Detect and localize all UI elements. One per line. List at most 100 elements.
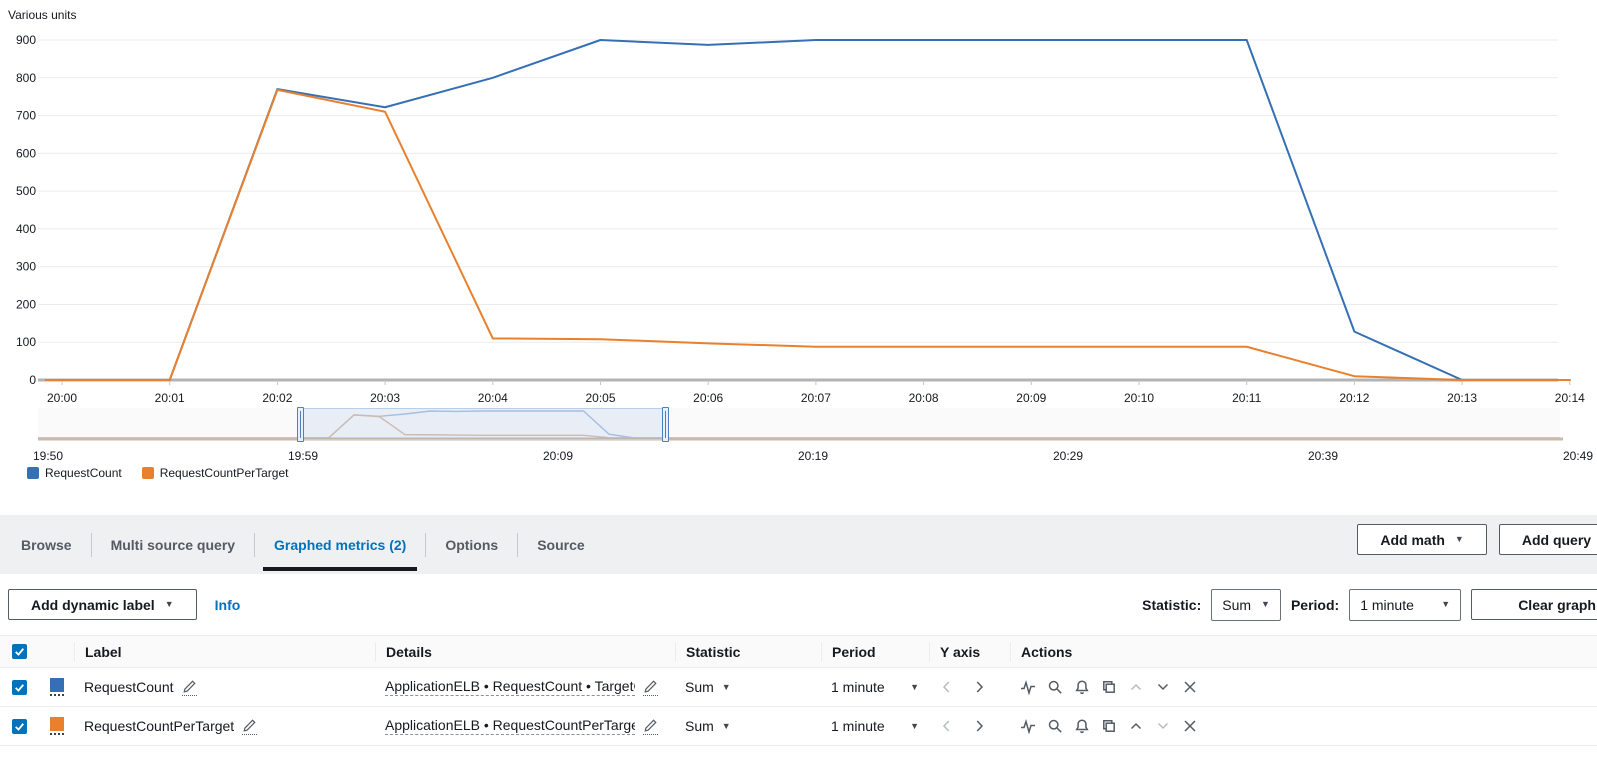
metric-details[interactable]: ApplicationELB • RequestCountPerTarget <box>385 717 635 735</box>
edit-label-pencil-icon[interactable] <box>242 718 258 735</box>
duplicate-metric-icon[interactable] <box>1101 718 1117 734</box>
info-link[interactable]: Info <box>214 596 241 613</box>
row-checkbox[interactable] <box>12 718 27 734</box>
svg-text:20:09: 20:09 <box>543 449 573 463</box>
svg-text:19:59: 19:59 <box>288 449 318 463</box>
graphed-metrics-table: Label Details Statistic Period Y axis Ac… <box>0 635 1597 746</box>
y-axis-left-chevron-icon <box>939 679 955 695</box>
legend-item-requestcountpertarget[interactable]: RequestCountPerTarget <box>141 466 289 480</box>
svg-text:700: 700 <box>16 109 36 123</box>
svg-text:20:29: 20:29 <box>1053 449 1083 463</box>
svg-text:20:02: 20:02 <box>262 391 292 405</box>
check-icon <box>15 648 24 656</box>
add-dynamic-label-button[interactable]: Add dynamic label ▼ <box>8 589 197 620</box>
metrics-line-chart: 20:00 20:01 20:02 20:03 20:04 20:05 20:06 20:07… <box>16 33 1593 463</box>
search-metric-icon[interactable] <box>1047 718 1063 734</box>
header-statistic: Statistic <box>675 641 821 662</box>
chevron-down-icon: ▼ <box>1454 534 1464 544</box>
svg-text:20:04: 20:04 <box>478 391 508 405</box>
tab-graphed-metrics[interactable]: Graphed metrics (2) <box>255 515 425 574</box>
tab-separator <box>90 532 92 557</box>
svg-text:20:11: 20:11 <box>1232 391 1261 405</box>
svg-text:20:39: 20:39 <box>1308 449 1338 463</box>
header-details: Details <box>375 641 675 662</box>
graph-this-metric-icon[interactable] <box>1020 718 1036 734</box>
y-axis-right-chevron-icon[interactable] <box>971 679 987 695</box>
timeline-brush-selection[interactable] <box>297 407 669 442</box>
row-actions <box>1010 718 1597 734</box>
svg-text:20:00: 20:00 <box>47 391 77 405</box>
metric-color-swatch[interactable] <box>40 678 74 696</box>
y-axis-unit-label: Various units <box>8 8 77 22</box>
row-period-select[interactable]: 1 minute ▼ <box>831 679 919 695</box>
svg-text:400: 400 <box>16 222 36 236</box>
chevron-down-icon: ▼ <box>1261 599 1270 609</box>
clear-graph-button[interactable]: Clear graph <box>1471 589 1597 620</box>
tab-multi-source-query[interactable]: Multi source query <box>110 536 236 553</box>
duplicate-metric-icon[interactable] <box>1101 679 1117 695</box>
statistic-select[interactable]: Sum ▼ <box>1211 588 1281 621</box>
svg-text:200: 200 <box>16 297 36 311</box>
move-up-chevron-icon[interactable] <box>1128 718 1144 734</box>
search-metric-icon[interactable] <box>1047 679 1063 695</box>
svg-text:20:03: 20:03 <box>370 391 400 405</box>
legend-label: RequestCountPerTarget <box>159 466 289 480</box>
table-header-row: Label Details Statistic Period Y axis Ac… <box>0 635 1597 668</box>
y-axis-toggle <box>929 679 1010 695</box>
metric-color-swatch[interactable] <box>40 717 74 735</box>
svg-text:20:12: 20:12 <box>1339 391 1369 405</box>
add-query-button[interactable]: Add query▼ <box>1498 524 1597 555</box>
svg-text:20:49: 20:49 <box>1563 449 1593 463</box>
tab-source[interactable]: Source <box>537 536 585 553</box>
chevron-down-icon: ▼ <box>164 599 174 609</box>
move-down-chevron-icon[interactable] <box>1155 679 1171 695</box>
row-checkbox[interactable] <box>12 679 27 695</box>
legend-swatch-blue <box>27 467 39 479</box>
remove-metric-x-icon[interactable] <box>1182 679 1198 695</box>
check-icon <box>15 683 24 692</box>
add-math-button[interactable]: Add math ▼ <box>1357 524 1487 555</box>
row-period-select[interactable]: 1 minute ▼ <box>831 718 919 734</box>
svg-text:20:06: 20:06 <box>693 391 723 405</box>
tab-browse[interactable]: Browse <box>21 536 72 553</box>
metric-row: RequestCount ApplicationELB • RequestCou… <box>0 668 1597 707</box>
chart-panel: Various units 20:00 20:01 20:02 20:03 20:04 2… <box>8 8 1594 480</box>
svg-text:20:14: 20:14 <box>1555 391 1585 405</box>
move-up-chevron-icon <box>1128 679 1144 695</box>
create-alarm-bell-icon[interactable] <box>1074 679 1090 695</box>
select-all-checkbox[interactable] <box>12 644 27 659</box>
brush-handle-left[interactable] <box>297 407 304 442</box>
row-statistic-select[interactable]: Sum ▼ <box>685 679 731 695</box>
edit-details-pencil-icon[interactable] <box>643 679 658 696</box>
svg-text:300: 300 <box>16 260 36 274</box>
period-select[interactable]: 1 minute ▼ <box>1349 588 1462 621</box>
brush-handle-right[interactable] <box>662 407 669 442</box>
svg-text:0: 0 <box>29 373 36 387</box>
tab-separator <box>254 532 256 557</box>
legend-swatch-orange <box>141 467 154 479</box>
edit-details-pencil-icon[interactable] <box>643 718 658 735</box>
row-statistic-select[interactable]: Sum ▼ <box>685 718 731 734</box>
y-axis-right-chevron-icon[interactable] <box>971 718 987 734</box>
chevron-down-icon: ▼ <box>910 681 919 692</box>
legend-item-requestcount[interactable]: RequestCount <box>27 466 122 480</box>
create-alarm-bell-icon[interactable] <box>1074 718 1090 734</box>
metric-details[interactable]: ApplicationELB • RequestCount • TargetG <box>385 678 635 696</box>
remove-metric-x-icon[interactable] <box>1182 718 1198 734</box>
tab-bar: Browse Multi source query Graphed metric… <box>0 515 1597 574</box>
edit-label-pencil-icon[interactable] <box>181 679 197 696</box>
graph-this-metric-icon[interactable] <box>1020 679 1036 695</box>
header-label: Label <box>74 641 375 662</box>
metric-label: RequestCount <box>84 679 174 695</box>
svg-text:20:09: 20:09 <box>1016 391 1046 405</box>
tab-options[interactable]: Options <box>445 536 499 553</box>
tab-separator <box>517 532 519 557</box>
svg-text:20:05: 20:05 <box>585 391 615 405</box>
legend-label: RequestCount <box>45 466 122 480</box>
move-down-chevron-icon <box>1155 718 1171 734</box>
row-actions <box>1010 679 1597 695</box>
svg-text:20:10: 20:10 <box>1124 391 1154 405</box>
chevron-down-icon: ▼ <box>721 720 731 731</box>
chevron-down-icon: ▼ <box>721 681 731 692</box>
check-icon <box>15 722 24 731</box>
